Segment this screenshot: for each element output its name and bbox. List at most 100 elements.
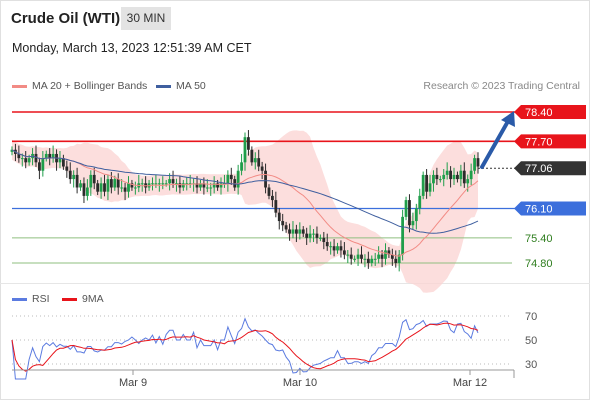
candle-body (387, 250, 391, 255)
rsi-panel: 70 50 30 (11, 311, 537, 380)
candle-body (240, 162, 243, 171)
candle-body (462, 170, 466, 184)
timeframe-badge[interactable]: 30 MIN (121, 7, 171, 30)
candle-body (233, 179, 237, 188)
rsi-line (11, 317, 479, 380)
candle-body (65, 166, 69, 171)
level-tag-label: 75.40 (525, 233, 553, 245)
candle-body (164, 183, 168, 185)
candle-body (308, 233, 312, 238)
candle-body (435, 174, 439, 180)
candle-body (89, 174, 93, 188)
level-tag-76.10: 76.10 (514, 201, 586, 216)
candle-body (20, 158, 24, 160)
candle-body (140, 183, 144, 185)
bollinger-swatch-icon (12, 84, 27, 88)
moving-average-layer (11, 149, 479, 257)
candle-body (226, 174, 230, 184)
candle-body (175, 183, 178, 185)
candle-body (332, 246, 336, 251)
x-tick-label: Mar 12 (453, 377, 487, 389)
candle-body (161, 183, 165, 185)
time-axis: Mar 9 Mar 10 Mar 12 (12, 369, 515, 389)
rsi-swatch-icon (12, 297, 27, 301)
candle-body (305, 233, 309, 238)
candle-body (291, 229, 295, 234)
candle-body (61, 158, 65, 167)
candle-body (195, 183, 199, 188)
candle-body (466, 179, 470, 184)
level-tag-75.40: 75.40 (525, 233, 553, 245)
candle-body (366, 258, 370, 263)
candles-layer (10, 130, 480, 272)
candle-body (428, 183, 432, 192)
candle-body (151, 183, 154, 185)
candle-body (390, 254, 394, 259)
x-tick-label: Mar 10 (283, 377, 317, 389)
candle-body (96, 183, 100, 192)
rsi-tick-label: 50 (525, 335, 537, 347)
level-tag-label: 76.10 (525, 203, 553, 215)
rsi-ma-swatch-icon (62, 297, 77, 301)
ma50-swatch-icon (156, 84, 171, 88)
candle-body (329, 246, 333, 248)
candle-body (322, 237, 326, 243)
forecast-arrow-head-icon (501, 111, 515, 127)
candle-body (315, 233, 319, 238)
candle-body (298, 229, 302, 234)
candle-body (72, 174, 76, 180)
candle-body (421, 174, 425, 196)
candle-body (469, 170, 473, 180)
candle-body (48, 153, 52, 159)
candle-body (442, 174, 446, 180)
level-tag-bg (514, 134, 586, 149)
candle-body (336, 246, 339, 251)
candle-body (277, 212, 281, 222)
candle-body (34, 153, 38, 163)
candle-body (79, 183, 82, 188)
level-tag-77.06: 77.06 (514, 161, 586, 176)
candle-body (325, 242, 329, 247)
candle-body (253, 158, 257, 163)
candle-body (116, 179, 120, 188)
candle-body (106, 179, 110, 192)
candle-body (408, 200, 411, 226)
candle-body (75, 174, 79, 188)
candle-body (411, 221, 415, 226)
level-tag-bg (514, 161, 586, 176)
level-tag-78.40: 78.40 (514, 105, 586, 119)
panel-separator (0, 283, 590, 284)
level-tag-74.80: 74.80 (525, 258, 553, 270)
candle-body (384, 250, 387, 259)
level-tag-77.70: 77.70 (514, 134, 586, 149)
candle-body (449, 170, 452, 180)
candle-body (92, 174, 96, 184)
candle-body (205, 187, 209, 189)
candle-body (157, 183, 161, 185)
candle-body (349, 254, 353, 259)
candle-body (318, 237, 322, 239)
candle-body (130, 183, 134, 188)
candle-body (68, 170, 72, 180)
candle-body (438, 179, 442, 181)
candle-body (432, 174, 435, 184)
forecast-arrow-shaft (480, 121, 509, 169)
candle-body (425, 174, 429, 192)
candle-body (212, 183, 216, 188)
candle-body (257, 158, 261, 167)
level-tag-label: 74.80 (525, 258, 553, 270)
candle-body (288, 229, 291, 234)
timestamp: Monday, March 13, 2023 12:51:39 AM CET (12, 41, 252, 55)
candle-body (418, 195, 422, 209)
candle-body (103, 183, 106, 192)
candle-body (216, 183, 219, 188)
candle-body (229, 174, 233, 180)
candle-body (24, 158, 28, 163)
candle-body (339, 246, 343, 251)
candle-body (370, 258, 374, 263)
candle-body (373, 258, 377, 260)
candle-body (109, 179, 113, 188)
ma20-line (11, 149, 479, 257)
candle-body (58, 158, 62, 163)
